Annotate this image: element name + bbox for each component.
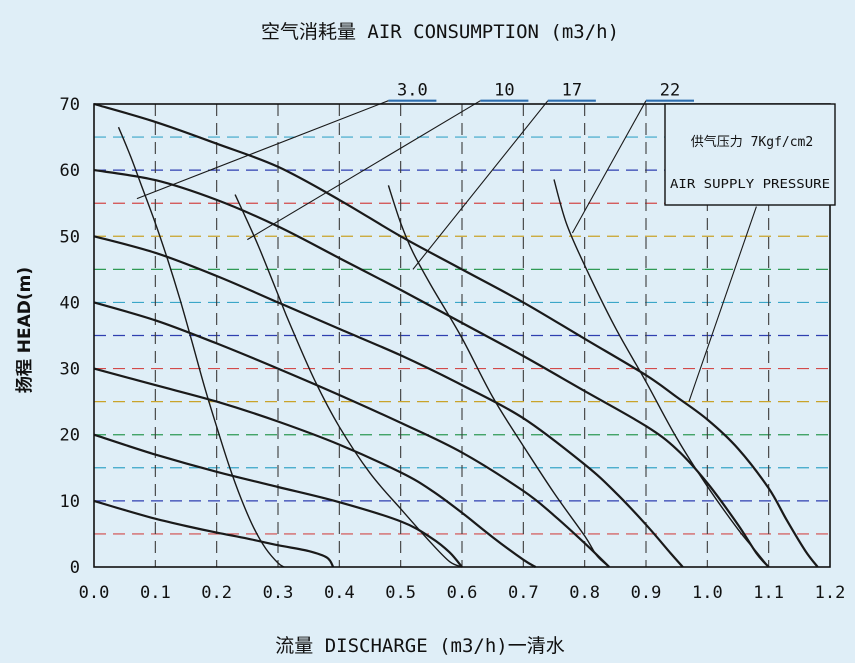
curves: [93, 100, 819, 568]
y-tick-label: 40: [60, 293, 80, 313]
y-tick-label: 70: [60, 95, 80, 115]
y-axis-label: 扬程 HEAD(m): [14, 267, 35, 393]
x-tick-label: 1.2: [815, 583, 846, 603]
pressure-curve: [93, 102, 819, 568]
x-tick-label: 0.6: [447, 583, 478, 603]
curve-label: 10: [494, 81, 514, 101]
x-tick-label: 0.4: [324, 583, 355, 603]
leader-line: [247, 100, 481, 241]
y-tick-label: 30: [60, 360, 80, 380]
x-tick-label: 0.8: [569, 583, 600, 603]
pressure-curve: [93, 169, 770, 568]
curve-label: 3.0: [397, 81, 428, 101]
pressure-curve: [93, 301, 610, 568]
pressure-curve: [93, 367, 537, 568]
air-consumption-curve: [234, 194, 463, 568]
legend-line-1: 供气压力 7Kgf/cm2: [691, 134, 813, 150]
legend-line-2: AIR SUPPLY PRESSURE: [670, 177, 830, 191]
curve-labels: 3.0 10 17 22: [388, 81, 694, 102]
leader-line: [571, 100, 647, 234]
x-axis-label: 流量 DISCHARGE (m3/h)一清水: [275, 635, 564, 657]
legend-box-frame: [664, 103, 836, 206]
y-tick-label: 0: [70, 558, 80, 578]
x-tick-label: 1.0: [692, 583, 723, 603]
curve-label: 17: [562, 81, 582, 101]
chart-title: 空气消耗量 AIR CONSUMPTION (m3/h): [261, 21, 619, 43]
grid: [94, 104, 830, 567]
x-tick-label: 1.1: [753, 583, 784, 603]
leader-line: [688, 206, 757, 402]
air-consumption-curve: [553, 179, 770, 568]
y-tick-label: 20: [60, 426, 80, 446]
y-tick-label: 50: [60, 227, 80, 247]
leader-line: [136, 100, 389, 200]
pressure-curve: [93, 433, 463, 568]
pressure-curve: [93, 499, 335, 568]
x-tick-label: 0.0: [79, 583, 110, 603]
x-tick-label: 0.3: [263, 583, 294, 603]
y-tick-label: 10: [60, 492, 80, 512]
x-tick-label: 0.7: [508, 583, 539, 603]
x-tick-label: 0.2: [201, 583, 232, 603]
x-tick-label: 0.1: [140, 583, 171, 603]
curve-label: 22: [660, 81, 680, 101]
x-tick-label: 0.9: [631, 583, 662, 603]
air-consumption-curve: [117, 126, 285, 568]
tick-labels: 0.0 0.1 0.2 0.3 0.4 0.5 0.6 0.7 0.8 0.9 1.0 1.1 1.2 0…: [60, 95, 846, 603]
y-tick-label: 60: [60, 161, 80, 181]
legend-box: 供气压力 7Kgf/cm2 AIR SUPPLY PRESSURE: [664, 103, 836, 207]
air-consumption-curve: [387, 185, 610, 568]
x-tick-label: 0.5: [385, 583, 416, 603]
leader-line: [412, 100, 549, 270]
pressure-curve: [93, 235, 684, 568]
